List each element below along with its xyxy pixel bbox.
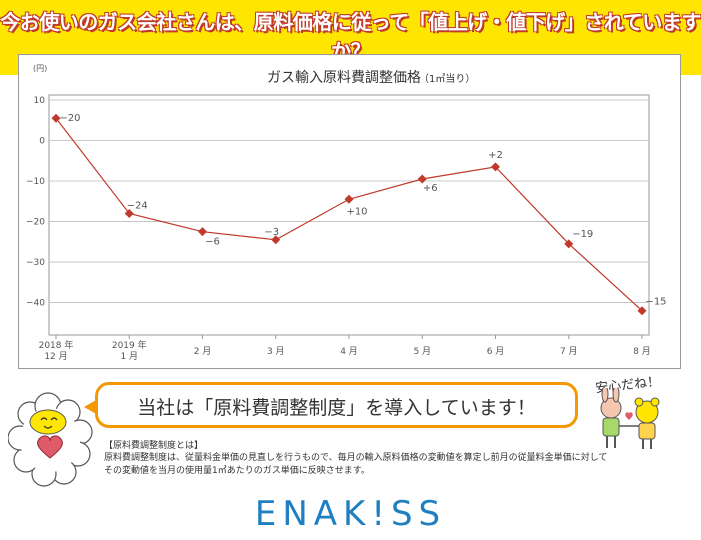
y-axis-unit: (円) bbox=[33, 64, 47, 73]
description-line-2: その変動値を当月の使用量1㎥あたりのガス単価に反映させます。 bbox=[104, 466, 370, 476]
y-tick-label: −20 bbox=[26, 218, 45, 228]
gas-price-chart: ガス輸入原料費調整価格 （1㎥当り） (円) 10 0 −10 −20 −30 −40 2… bbox=[26, 64, 667, 362]
chart-title: ガス輸入原料費調整価格 bbox=[267, 70, 421, 86]
x-tick-label-month: 6 月 bbox=[487, 346, 505, 357]
data-label: −20 bbox=[59, 113, 80, 124]
chart-frame: ガス輸入原料費調整価格 （1㎥当り） (円) 10 0 −10 −20 −30 −40 2… bbox=[18, 54, 681, 369]
data-point bbox=[51, 113, 61, 123]
children-characters-icon bbox=[600, 388, 660, 449]
y-tick-label: 0 bbox=[39, 137, 45, 147]
data-point bbox=[564, 239, 574, 249]
x-tick-label-year: 2019 年 bbox=[112, 339, 147, 351]
company-logo: ENAK!SS bbox=[254, 494, 447, 534]
x-tick-label-month: 5 月 bbox=[413, 346, 431, 357]
data-label: −19 bbox=[572, 229, 593, 240]
data-label: +10 bbox=[346, 206, 367, 217]
description-heading: 【原料費調整制度とは】 bbox=[104, 441, 204, 451]
data-point bbox=[417, 174, 427, 184]
data-label: +6 bbox=[423, 183, 438, 194]
data-label: +2 bbox=[488, 150, 503, 161]
y-tick-label: −40 bbox=[26, 299, 45, 309]
data-point bbox=[491, 162, 500, 172]
x-tick-label-month: 12 月 bbox=[44, 351, 67, 362]
y-tick-label: −30 bbox=[26, 258, 45, 268]
y-tick-labels: 10 0 −10 −20 −30 −40 bbox=[26, 96, 45, 309]
data-point bbox=[637, 306, 647, 316]
data-labels: −20 −24 −6 −3 +10 +6 +2 −19 −15 bbox=[59, 113, 666, 307]
description-line-1: 原料費調整制度は、従量料金単価の見直しを行うもので、毎月の輸入原料価格の変動値を… bbox=[104, 453, 608, 463]
data-points bbox=[51, 113, 647, 316]
x-tick-label-month: 7 月 bbox=[560, 346, 578, 357]
description-body: 原料費調整制度は、従量料金単価の見直しを行うもので、毎月の輸入原料価格の変動値を… bbox=[104, 452, 664, 478]
x-tick-label-month: 1 月 bbox=[120, 351, 138, 362]
grid-lines bbox=[48, 94, 650, 339]
x-tick-label-month: 3 月 bbox=[267, 346, 285, 357]
callout-box: 当社は「原料費調整制度」を導入しています！ bbox=[95, 382, 578, 428]
data-point bbox=[124, 208, 134, 218]
sheep-mascot-icon bbox=[8, 392, 93, 487]
x-tick-labels: 2018 年12 月 2019 年1 月 2 月 3 月 4 月 5 月 6 月 7 月 8 月 bbox=[39, 339, 651, 362]
x-tick-label-month: 8 月 bbox=[633, 346, 651, 357]
data-label: −3 bbox=[264, 227, 279, 238]
y-tick-label: −10 bbox=[26, 177, 45, 187]
data-point bbox=[271, 235, 281, 245]
callout-tail bbox=[84, 399, 98, 415]
data-label: −6 bbox=[205, 237, 220, 248]
y-tick-label: 10 bbox=[34, 96, 46, 106]
x-tick-label-year: 2018 年 bbox=[39, 339, 74, 351]
data-label: −15 bbox=[645, 297, 666, 308]
x-tick-label-month: 4 月 bbox=[340, 346, 358, 357]
data-label: −24 bbox=[127, 200, 148, 211]
banner-title: 今お使いのガス会社さんは、原料価格に従って「値上げ・値下げ」されていますか？ bbox=[0, 10, 701, 63]
data-point bbox=[344, 194, 354, 204]
chart-subtitle: （1㎥当り） bbox=[419, 72, 475, 85]
data-point bbox=[198, 227, 207, 237]
x-tick-label-month: 2 月 bbox=[194, 346, 212, 357]
callout-text: 当社は「原料費調整制度」を導入しています！ bbox=[137, 397, 536, 419]
